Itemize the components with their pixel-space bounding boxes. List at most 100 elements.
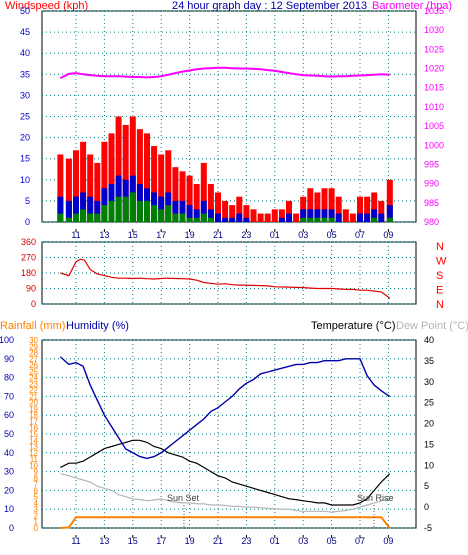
- low-bar: [328, 217, 335, 222]
- gust-bar: [144, 133, 150, 222]
- average-bar: [193, 209, 200, 222]
- average-bar: [222, 217, 229, 222]
- average-bar: [186, 205, 193, 222]
- temp-tick-1: 0: [424, 502, 429, 512]
- gust-bar: [115, 116, 122, 222]
- average-bar: [357, 213, 363, 222]
- rain-tick-1: 1: [34, 518, 39, 527]
- wind-xlabel-2: 15: [128, 230, 138, 240]
- direction-tick-3: 270: [21, 253, 36, 263]
- gust-bar: [278, 209, 285, 222]
- gust-bar: [57, 154, 64, 222]
- barometer-tick-1: 985: [424, 198, 439, 208]
- average-bar: [371, 209, 378, 222]
- low-bar: [115, 196, 122, 222]
- barometer-tick-0: 980: [424, 217, 439, 227]
- barometer-tick-7: 1015: [424, 83, 444, 93]
- gust-bar: [207, 184, 214, 222]
- rainfall-title: Rainfall (mm): [0, 320, 65, 332]
- graph-date-title: 24 hour graph day : 12 September 2013: [172, 0, 367, 12]
- barometer-tick-2: 990: [424, 179, 439, 189]
- wind-xlabel-6: 23: [241, 230, 251, 240]
- humidity-tick-8: 80: [4, 373, 14, 383]
- rain-tick-21: 21: [29, 392, 38, 401]
- gust-bar: [94, 162, 101, 222]
- low-bar: [386, 217, 393, 222]
- gust-bar: [371, 192, 378, 222]
- gust-bar: [236, 196, 243, 222]
- temp-tick-2: 5: [424, 481, 429, 491]
- direction-tick-2: 180: [21, 268, 36, 278]
- compass-letter-2: S: [436, 270, 443, 282]
- rain-tick-15: 15: [29, 430, 38, 439]
- humidity-tick-7: 70: [4, 391, 14, 401]
- dewpoint-title: Dew Point (°C): [396, 320, 468, 332]
- rainfall-line: [60, 516, 391, 529]
- low-bar: [300, 217, 307, 222]
- barometer-tick-5: 1005: [424, 121, 444, 131]
- gust-bar: [257, 213, 264, 222]
- low-bar: [321, 217, 328, 222]
- temp-tick-6: 25: [424, 398, 434, 408]
- rain-tick-10: 10: [29, 461, 38, 470]
- temperature-title: Temperature (°C): [311, 320, 395, 332]
- rain-tick-27: 27: [29, 355, 38, 364]
- windspeed-title: Windspeed (kph): [5, 0, 88, 12]
- low-bar: [207, 217, 214, 222]
- average-bar: [307, 209, 314, 222]
- temp-xlabel-0: 11: [71, 536, 80, 546]
- gust-bar: [200, 162, 207, 222]
- gust-bar: [271, 209, 278, 222]
- wind-xlabel-1: 13: [99, 230, 109, 240]
- temp-panel-grid: [42, 339, 416, 529]
- gust-bar: [151, 146, 158, 222]
- temp-xlabel-4: 19: [185, 536, 195, 546]
- barometer-title: Barometer (hpa): [372, 0, 452, 12]
- temp-tick-5: 20: [424, 419, 434, 429]
- average-bar: [80, 192, 87, 222]
- windspeed-tick-0: 0: [25, 217, 30, 227]
- gust-bar: [222, 200, 229, 222]
- humidity-tick-3: 30: [4, 467, 14, 477]
- average-bar: [328, 209, 335, 222]
- gust-bar: [264, 213, 271, 222]
- average-bar: [243, 217, 250, 222]
- low-bar: [200, 213, 207, 222]
- direction-tick-0: 0: [31, 299, 36, 309]
- low-bar: [186, 217, 193, 222]
- barometer-tick-6: 1010: [424, 102, 444, 112]
- rain-tick-11: 11: [30, 455, 39, 464]
- average-bar: [207, 209, 214, 222]
- average-bar: [57, 196, 64, 222]
- low-bar: [94, 213, 101, 222]
- gust-bar: [328, 188, 335, 222]
- low-bar: [144, 200, 150, 222]
- humidity-line: [59, 356, 391, 460]
- low-bar: [307, 217, 314, 222]
- low-bar: [179, 213, 186, 222]
- barometer-tick-9: 1025: [424, 44, 444, 54]
- gust-bar: [335, 196, 342, 222]
- low-bar: [108, 200, 115, 222]
- low-bar: [101, 205, 108, 222]
- low-bar: [165, 205, 172, 222]
- rain-tick-13: 13: [29, 443, 38, 452]
- rain-tick-3: 3: [34, 505, 39, 514]
- average-bar: [321, 209, 328, 222]
- gust-bar: [307, 188, 314, 222]
- gust-bar: [179, 171, 186, 222]
- wind-xlabel-5: 21: [213, 230, 223, 240]
- wind-xlabel-3: 17: [156, 230, 166, 240]
- temp-tick-3: 10: [424, 460, 434, 470]
- rain-tick-30: 30: [29, 336, 38, 345]
- barometer-line: [59, 66, 390, 79]
- average-bar: [65, 200, 72, 222]
- windspeed-tick-1: 5: [25, 196, 30, 206]
- rain-tick-12: 12: [29, 449, 38, 458]
- temp-xlabel-6: 23: [241, 536, 251, 546]
- rain-tick-9: 9: [34, 468, 39, 477]
- low-bar: [136, 200, 143, 222]
- wind-xlabel-9: 05: [327, 230, 337, 240]
- humidity-title: Humidity (%): [66, 320, 129, 332]
- windspeed-axis: 0 5 10 15 20 25 30 35 40 45 50: [20, 6, 30, 227]
